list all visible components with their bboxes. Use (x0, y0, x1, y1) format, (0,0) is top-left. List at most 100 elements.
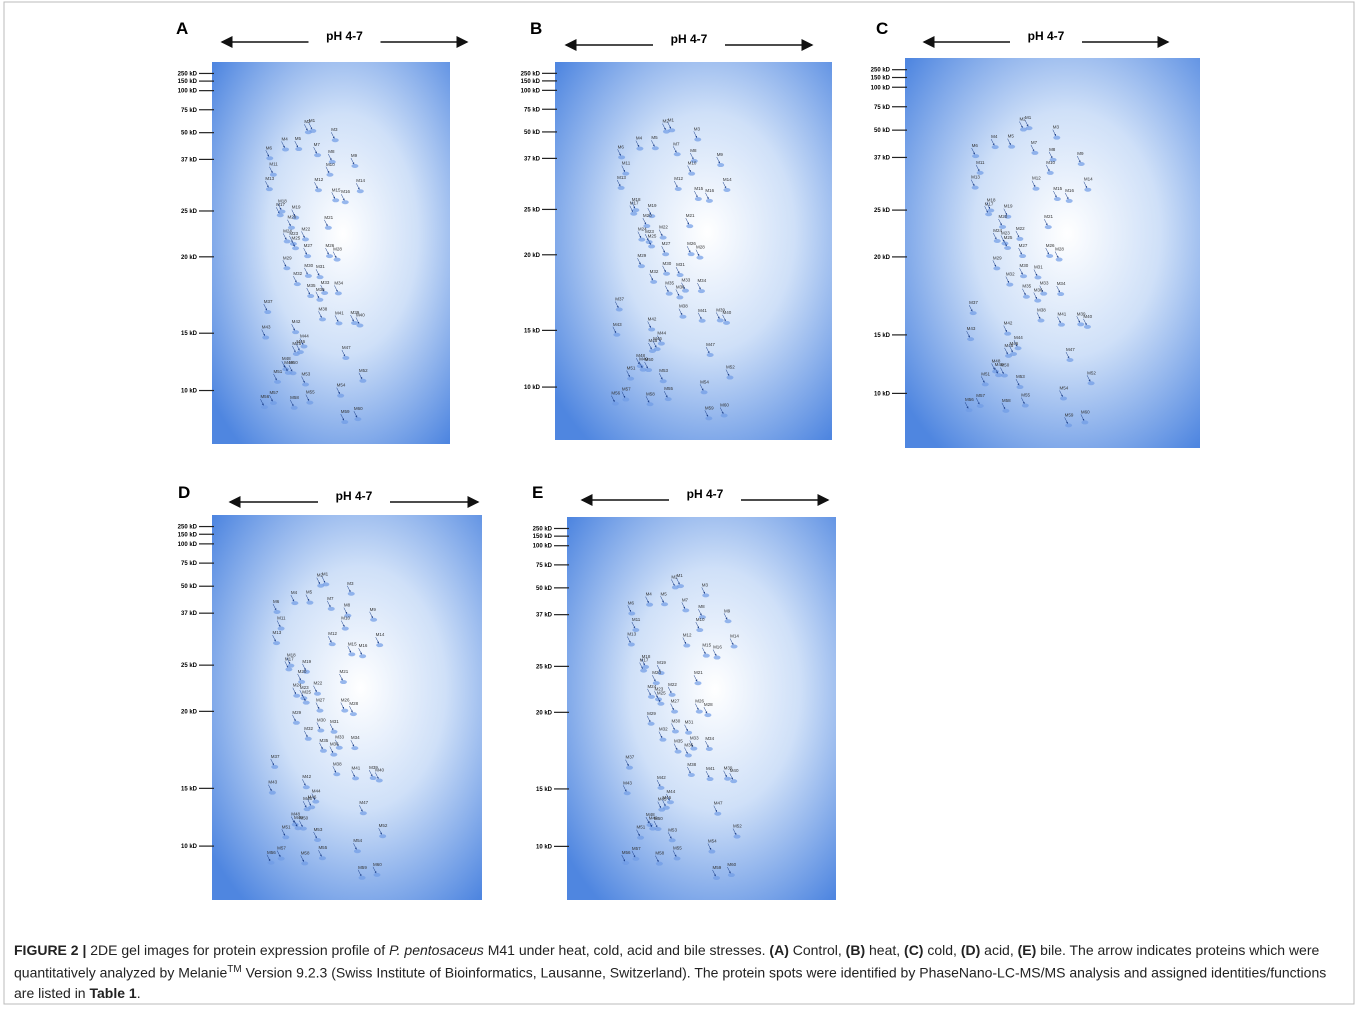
spot-label: M28 (333, 247, 342, 252)
marker-label: 100 kD (521, 88, 541, 94)
protein-spot (615, 307, 623, 312)
spot-label: M6 (273, 599, 280, 604)
spot-arrow (318, 311, 322, 318)
spot-arrow (644, 233, 649, 241)
spot-arrow (704, 410, 709, 417)
protein-spot (266, 156, 274, 161)
spot-label: M57 (622, 387, 631, 392)
ph-label: pH 4-7 (671, 32, 708, 46)
spot-arrow (992, 260, 997, 267)
protein-spot (300, 344, 308, 349)
spot-arrow (281, 141, 285, 148)
spot-label: M20 (643, 213, 652, 218)
marker-label: 100 kD (178, 89, 198, 95)
spot-arrow (625, 759, 629, 767)
protein-spot (632, 856, 640, 861)
marker-label: 10 kD (181, 389, 198, 395)
protein-spot (647, 694, 655, 699)
spot-label: M31 (330, 719, 339, 724)
spot-label: M44 (1014, 335, 1023, 340)
spot-label: M34 (1057, 281, 1066, 286)
spot-label: M7 (327, 596, 334, 601)
spot-arrow (378, 828, 382, 835)
spot-label: M39 (716, 307, 725, 312)
spot-arrow (341, 194, 345, 201)
protein-spot (341, 708, 349, 713)
panel-letter: C (876, 19, 888, 38)
spot-arrow (1048, 151, 1053, 159)
spot-label: M25 (657, 691, 666, 696)
spot-label: M8 (698, 604, 705, 609)
spot-label: M54 (337, 383, 346, 388)
protein-spot (723, 187, 731, 192)
ph-label-bg (308, 32, 381, 52)
spot-label: M22 (1016, 226, 1025, 231)
caption-text: M41 under heat, cold, acid and bile stre… (483, 942, 770, 958)
marker-label: 100 kD (533, 544, 553, 550)
spot-arrow (276, 850, 281, 858)
protein-spot (318, 317, 326, 322)
spot-label: M26 (341, 698, 350, 703)
spot-label: M20 (287, 215, 296, 220)
spot-label: M10 (1046, 160, 1055, 165)
spot-arrow (304, 730, 308, 738)
spot-arrow (1086, 375, 1091, 382)
spot-label: M20 (652, 670, 661, 675)
marker-label: 25 kD (181, 209, 198, 215)
spot-label: M57 (632, 846, 641, 851)
protein-spot (684, 753, 692, 758)
spot-arrow (1024, 120, 1029, 127)
spot-arrow (993, 232, 997, 240)
spot-arrow (375, 637, 379, 644)
protein-spot (1001, 241, 1009, 246)
spot-arrow (305, 394, 310, 402)
spot-label: M12 (328, 631, 337, 636)
spot-arrow (627, 605, 632, 612)
spot-arrow (665, 285, 669, 293)
protein-spot (636, 364, 644, 369)
protein-spot (683, 643, 691, 648)
spot-label: M53 (1016, 374, 1025, 379)
spot-arrow (1076, 155, 1081, 163)
protein-spot (1053, 197, 1061, 202)
protein-spot (283, 266, 291, 271)
protein-spot (292, 215, 300, 220)
spot-arrow (1000, 235, 1005, 242)
spot-arrow (314, 182, 318, 189)
protein-spot (267, 860, 275, 865)
protein-spot (730, 779, 738, 784)
protein-spot (694, 681, 702, 686)
spot-label: M15 (332, 187, 341, 192)
spot-label: M51 (627, 366, 636, 371)
spot-label: M47 (706, 342, 715, 347)
spot-label: M52 (379, 823, 388, 828)
spot-label: M19 (1004, 204, 1013, 209)
caption-text: 2DE gel images for protein expression pr… (86, 942, 390, 958)
spot-arrow (318, 850, 322, 857)
spot-arrow (269, 394, 273, 402)
spot-arrow (292, 345, 296, 353)
protein-spot (972, 154, 980, 159)
spot-label: M9 (370, 607, 377, 612)
spot-arrow (690, 152, 694, 160)
spot-arrow (670, 703, 674, 711)
spot-arrow (358, 372, 363, 380)
spot-label: M58 (290, 395, 299, 400)
spot-arrow (641, 658, 645, 666)
protein-spot (682, 608, 690, 613)
gel (555, 62, 832, 440)
spot-label: M21 (1044, 214, 1053, 219)
ph-label: pH 4-7 (326, 29, 363, 43)
protein-spot (285, 667, 293, 672)
protein-spot (648, 327, 656, 332)
marker-label: 37 kD (874, 155, 891, 161)
spot-label: M24 (293, 683, 302, 688)
spot-label: M18 (287, 653, 296, 658)
spot-label: M31 (1034, 265, 1043, 270)
spot-label: M41 (706, 766, 715, 771)
spot-label: M5 (651, 135, 658, 140)
protein-spot (730, 644, 738, 649)
marker-label: 75 kD (181, 561, 198, 567)
spot-label: M59 (713, 865, 722, 870)
